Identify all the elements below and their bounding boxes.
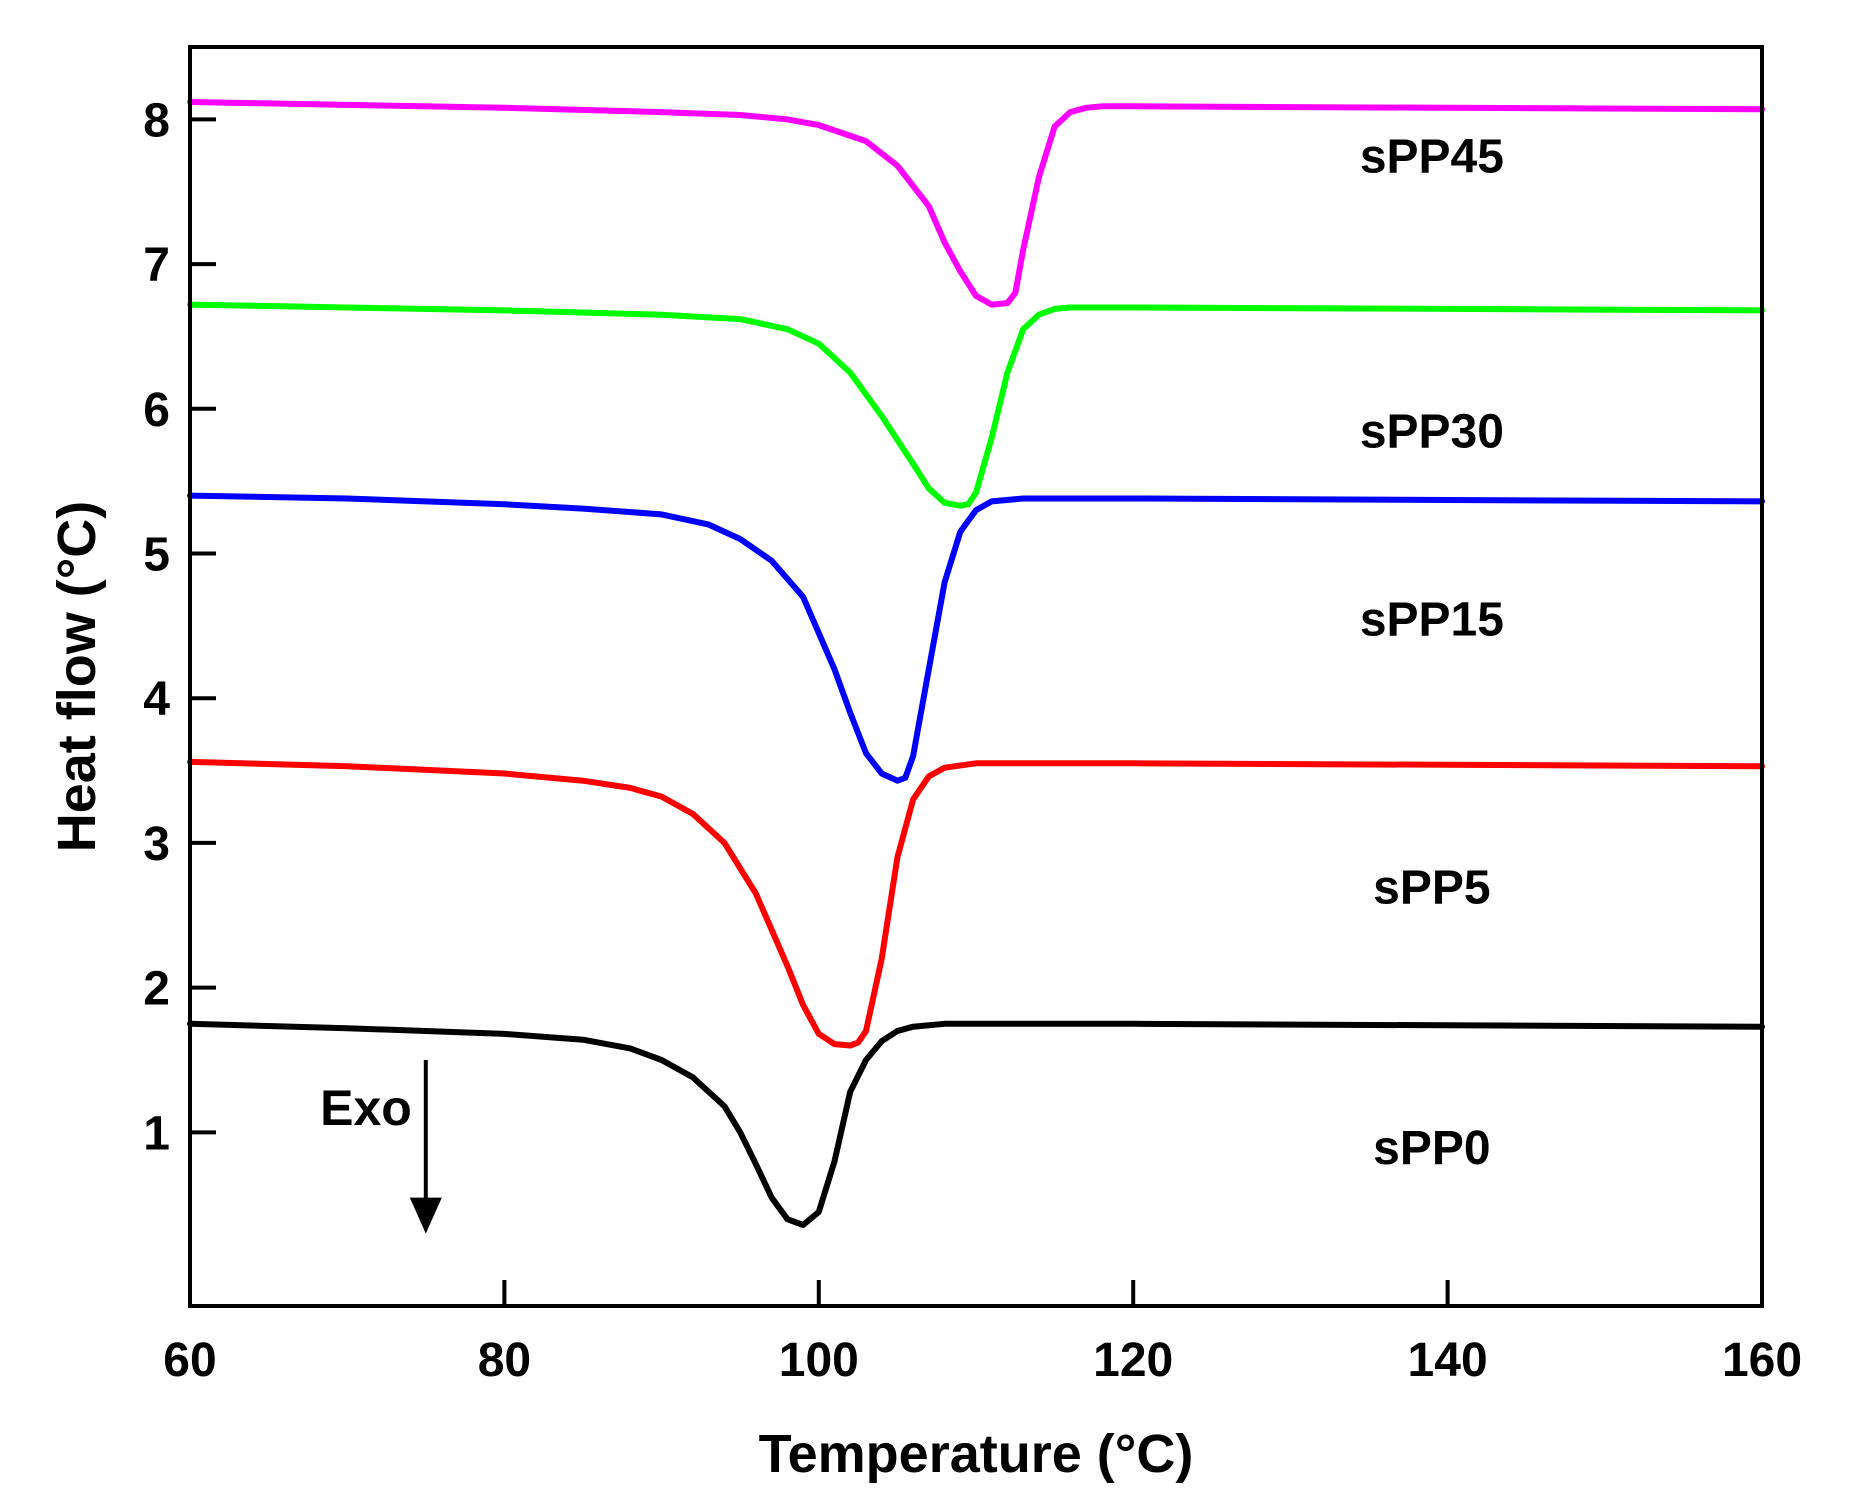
exo-label: Exo [320,1080,412,1136]
series-labels: sPP0 sPP5 sPP15 sPP30 sPP45 [1360,131,1504,1175]
series-label-spp0: sPP0 [1373,1122,1490,1175]
x-tick-label: 160 [1722,1334,1802,1387]
y-tick-label: 4 [143,673,170,726]
series-label-spp30: sPP30 [1360,405,1504,458]
y-tick-label: 5 [143,528,170,581]
ticks-layer: 60 80 100 120 140 160 1 2 3 4 5 6 7 8 [143,94,1802,1387]
series-label-spp45: sPP45 [1360,131,1504,184]
y-tick-label: 7 [143,239,170,292]
series-line-spp0 [187,1020,1765,1228]
x-axis-title: Temperature (°C) [759,1424,1194,1484]
x-tick-label: 100 [779,1334,859,1387]
y-tick-label: 6 [143,384,170,437]
series-label-spp15: sPP15 [1360,594,1504,647]
series-line-spp5 [187,758,1765,1049]
x-tick-label: 140 [1408,1334,1488,1387]
x-tick-label: 80 [478,1334,531,1387]
series-line-spp15 [187,492,1765,784]
x-tick-label: 120 [1093,1334,1173,1387]
y-tick-label: 8 [143,94,170,147]
series-line-spp45 [187,99,1765,308]
y-tick-label: 2 [143,963,170,1016]
x-tick-label: 60 [163,1334,216,1387]
y-tick-label: 3 [143,818,170,871]
plot-frame [188,45,1764,1308]
y-tick-label: 1 [143,1107,170,1160]
y-axis-title: Heat flow (°C) [47,501,107,853]
exo-annotation: Exo [320,1059,442,1234]
series-label-spp5: sPP5 [1373,861,1490,914]
series-line-spp30 [187,301,1765,509]
series-layer [187,99,1765,1228]
exo-arrow-head [409,1197,442,1234]
